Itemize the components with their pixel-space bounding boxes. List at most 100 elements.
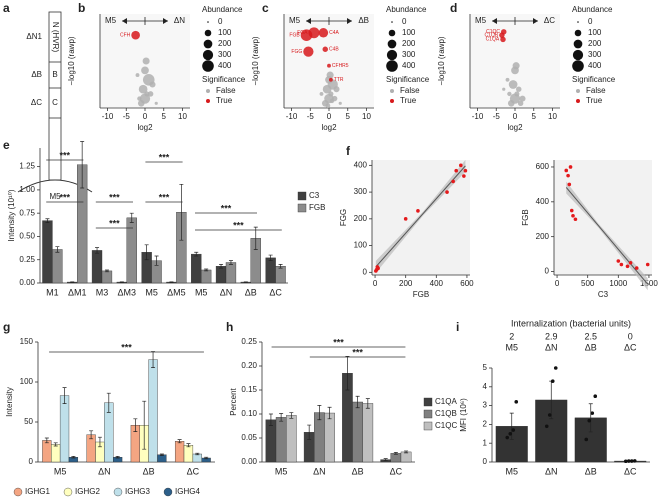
point xyxy=(333,86,340,93)
size-legend-label: 300 xyxy=(402,50,416,59)
point xyxy=(567,182,572,187)
x-tick-label: 400 xyxy=(430,279,444,288)
x-tick-label: ΔN xyxy=(545,466,558,476)
point xyxy=(327,63,331,68)
bar xyxy=(126,217,137,284)
significance-label: *** xyxy=(60,192,71,202)
y-axis-label: −log10 (rawp) xyxy=(437,36,446,85)
error-cap xyxy=(133,418,138,432)
x-axis-label: log2 xyxy=(321,123,337,132)
error-cap xyxy=(355,395,360,409)
y-tick-label: 100 xyxy=(20,377,34,386)
bar xyxy=(324,412,335,463)
size-legend-mark xyxy=(388,29,396,37)
x-tick-label: M1 xyxy=(46,287,59,297)
size-legend-mark xyxy=(572,49,584,61)
internalization-title: Internalization (bacterial units) xyxy=(511,318,631,328)
error-cap xyxy=(80,141,85,189)
point xyxy=(514,91,520,97)
bar xyxy=(352,401,363,463)
point xyxy=(645,262,650,267)
size-legend-label: 200 xyxy=(402,39,416,48)
point xyxy=(628,261,633,265)
error-cap xyxy=(129,212,134,223)
error-cap xyxy=(195,452,200,456)
error-cap xyxy=(70,281,75,283)
error-cap xyxy=(243,281,248,283)
arrow-head xyxy=(306,18,352,24)
y-tick-label: 5 xyxy=(483,363,488,372)
y-tick-label: 1.25 xyxy=(19,162,35,171)
significance-label: *** xyxy=(352,347,363,357)
y-tick-label: 0.10 xyxy=(241,409,257,418)
legend-title: Abundance xyxy=(202,5,243,14)
legend-swatch xyxy=(206,99,210,103)
x-tick-label: -10 xyxy=(472,112,484,121)
legend-label: C1QA xyxy=(435,397,457,406)
legend-swatch xyxy=(113,487,123,497)
x-tick-label: 5 xyxy=(162,112,167,121)
data-point xyxy=(590,411,595,415)
direction-left: M5 xyxy=(289,16,301,25)
error-cap xyxy=(144,244,149,261)
panel-letter: c xyxy=(262,1,269,15)
point xyxy=(142,57,150,65)
legend-label: False xyxy=(216,86,236,95)
data-point xyxy=(553,366,558,370)
size-legend-mark xyxy=(202,49,214,61)
legend-label: False xyxy=(586,86,606,95)
point xyxy=(564,168,569,173)
internalization-value: 2.5 xyxy=(584,331,597,341)
legend-swatch xyxy=(13,487,23,497)
size-legend-label: 100 xyxy=(588,28,602,37)
data-point xyxy=(514,400,519,404)
x-tick-label: 0 xyxy=(373,279,378,288)
bar xyxy=(362,403,374,463)
bar xyxy=(400,451,412,463)
point xyxy=(463,168,468,173)
size-legend-mark xyxy=(574,29,582,37)
internalization-label: ΔN xyxy=(545,342,558,352)
y-tick-label: 300 xyxy=(354,187,368,196)
data-point xyxy=(550,379,555,383)
direction-right: ΔN xyxy=(174,16,185,25)
point xyxy=(459,163,463,168)
size-legend-mark xyxy=(577,21,579,23)
deletion-label: ΔN1 xyxy=(26,32,42,41)
size-legend-mark xyxy=(207,21,209,23)
panel-letter: g xyxy=(3,320,10,334)
x-tick-label: -5 xyxy=(123,112,131,121)
significance-label: *** xyxy=(109,218,120,228)
bar xyxy=(265,419,277,463)
y-tick-label: 50 xyxy=(24,417,33,426)
error-cap xyxy=(119,281,124,283)
point xyxy=(338,101,342,105)
data-point xyxy=(584,437,589,442)
point xyxy=(376,266,380,271)
legend-label: True xyxy=(216,96,233,105)
size-legend-label: 0 xyxy=(588,17,593,26)
legend-title: Abundance xyxy=(572,5,613,14)
data-point xyxy=(505,435,510,440)
error-cap xyxy=(97,436,102,448)
y-tick-label: 0.25 xyxy=(19,255,35,264)
point xyxy=(325,103,331,109)
legend-label: FGB xyxy=(309,203,325,212)
size-legend-label: 300 xyxy=(588,50,602,59)
point-label: CFH xyxy=(120,32,131,38)
panel-letter: b xyxy=(78,1,85,15)
y-tick-label: 200 xyxy=(354,214,368,223)
error-cap xyxy=(307,424,312,440)
error-cap xyxy=(44,437,49,444)
error-cap xyxy=(365,398,370,409)
point xyxy=(131,30,140,40)
direction-left: M5 xyxy=(475,16,487,25)
size-legend-mark xyxy=(202,60,214,72)
y-tick-label: 0 xyxy=(483,457,488,466)
x-tick-label: ΔC xyxy=(269,287,282,297)
data-point xyxy=(629,459,634,463)
point xyxy=(619,262,624,267)
y-tick-label: 100 xyxy=(354,241,368,250)
point-label: FGG xyxy=(291,49,302,55)
point xyxy=(519,95,526,102)
